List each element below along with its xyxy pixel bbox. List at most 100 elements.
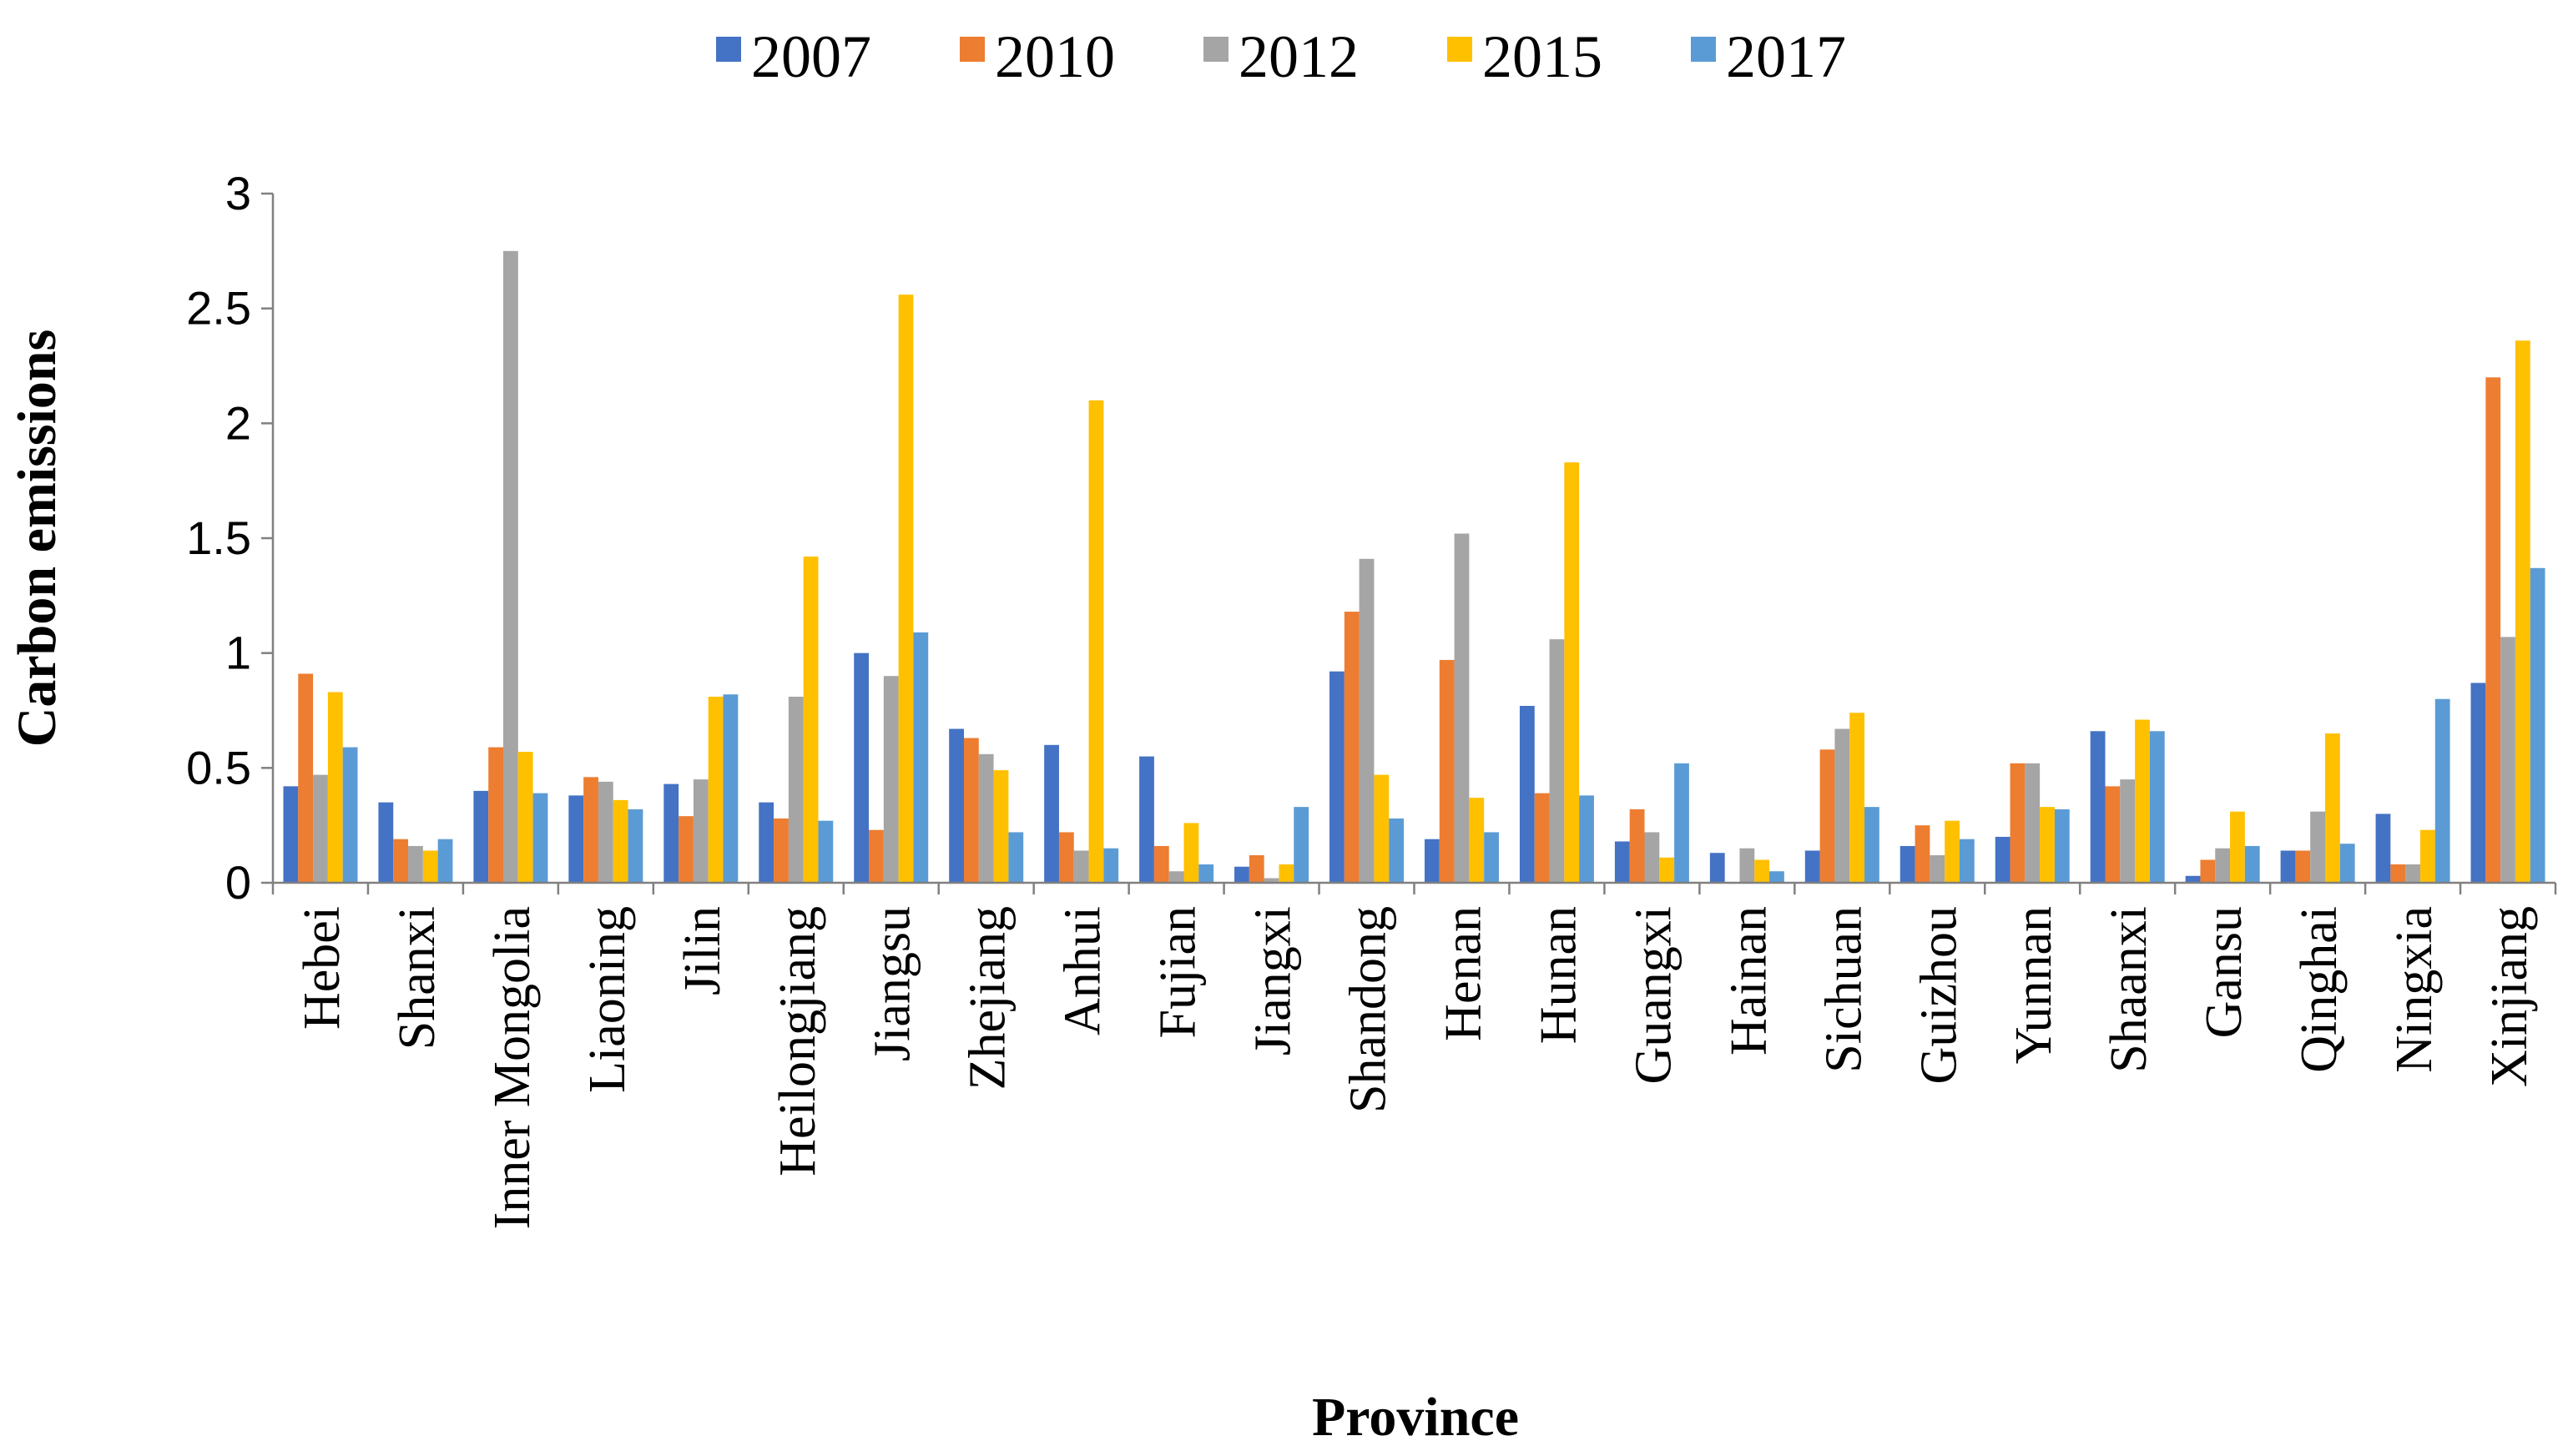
bar-hebei-2015 <box>327 692 343 883</box>
bar-yunnan-2017 <box>2054 809 2070 883</box>
bar-zhejiang-2017 <box>1008 832 1024 883</box>
bar-anhui-2017 <box>1103 848 1119 883</box>
bar-inner-mongolia-2012 <box>503 250 518 884</box>
legend-swatch-2015 <box>1447 37 1472 62</box>
bar-henan-2015 <box>1469 798 1485 883</box>
bar-xinjiang-2010 <box>2485 377 2501 883</box>
x-axis-ticks: Hebei Shanxi Inner Mongolia Liaoning Jilin He… <box>294 906 2538 1229</box>
bar-xinjiang-2015 <box>2515 340 2530 884</box>
x-tick-label: Jiangxi <box>1245 906 1302 1055</box>
x-tick-label: Inner Mongolia <box>484 906 541 1229</box>
x-tick-label: Shanxi <box>389 906 446 1050</box>
x-tick-label: Liaoning <box>579 906 636 1093</box>
bar-gansu-2012 <box>2215 848 2231 883</box>
y-tick-label: 3 <box>225 167 251 219</box>
bar-fujian-2010 <box>1153 845 1169 883</box>
x-tick-label: Yunnan <box>2005 906 2062 1064</box>
y-axis-title: Carbon emissions <box>7 330 68 748</box>
bar-ningxia-2010 <box>2390 864 2406 883</box>
legend-swatch-2017 <box>1691 37 1716 62</box>
x-tick-label: Zhejiang <box>960 906 1017 1090</box>
bar-sichuan-2015 <box>1849 713 1865 883</box>
bar-jiangxi-2012 <box>1264 878 1279 883</box>
bar-jilin-2007 <box>663 783 679 883</box>
x-tick-label: Qinghai <box>2291 906 2348 1073</box>
bar-henan-2007 <box>1424 839 1440 883</box>
bar-fujian-2007 <box>1139 756 1154 883</box>
bar-anhui-2010 <box>1058 832 1074 883</box>
bar-jiangxi-2017 <box>1294 807 1309 883</box>
bar-shanxi-2012 <box>408 845 423 883</box>
bar-ningxia-2012 <box>2405 864 2420 883</box>
y-tick-label: 1.5 <box>186 511 251 564</box>
bar-inner-mongolia-2010 <box>488 747 503 883</box>
bar-heilongjiang-2007 <box>759 802 774 883</box>
bar-qinghai-2017 <box>2339 844 2355 883</box>
bars <box>283 250 2545 884</box>
x-tick-label: Fujian <box>1150 906 1207 1038</box>
bar-guizhou-2017 <box>1959 839 1975 883</box>
legend-label-2015: 2015 <box>1482 23 1602 90</box>
bar-shaanxi-2017 <box>2149 731 2165 883</box>
bar-hunan-2017 <box>1579 795 1594 883</box>
bar-anhui-2007 <box>1044 744 1059 883</box>
bar-yunnan-2007 <box>1995 836 2011 883</box>
bar-hunan-2010 <box>1534 793 1550 883</box>
bar-hebei-2007 <box>283 786 299 883</box>
bar-guizhou-2007 <box>1900 845 1915 883</box>
bar-qinghai-2012 <box>2310 811 2325 883</box>
bar-anhui-2015 <box>1088 400 1104 883</box>
bar-guangxi-2017 <box>1674 763 1689 883</box>
bar-liaoning-2017 <box>628 809 643 883</box>
bar-liaoning-2010 <box>583 777 598 883</box>
bar-yunnan-2015 <box>2040 807 2055 883</box>
bar-xinjiang-2012 <box>2500 637 2515 883</box>
bar-zhejiang-2007 <box>949 728 964 883</box>
bar-jiangxi-2007 <box>1234 866 1249 883</box>
bar-hainan-2015 <box>1754 859 1770 883</box>
y-tick-label: 2 <box>225 396 251 449</box>
bar-hunan-2015 <box>1564 462 1580 883</box>
y-tick-label: 1 <box>225 627 251 679</box>
bar-jilin-2015 <box>708 696 724 883</box>
x-axis-title: Province <box>1312 1387 1519 1448</box>
bar-inner-mongolia-2017 <box>532 793 548 883</box>
legend-label-2017: 2017 <box>1726 23 1846 90</box>
x-tick-label: Hebei <box>294 906 351 1030</box>
bar-jilin-2010 <box>679 816 694 883</box>
bar-shanxi-2007 <box>378 802 394 883</box>
x-tick-label: Shandong <box>1340 906 1397 1113</box>
bar-qinghai-2010 <box>2295 850 2311 883</box>
bar-shandong-2007 <box>1329 671 1345 883</box>
y-tick-label: 0 <box>225 856 251 909</box>
bar-jilin-2017 <box>723 694 739 883</box>
bar-zhejiang-2015 <box>993 770 1009 883</box>
x-tick-label: Anhui <box>1055 906 1112 1035</box>
bar-hunan-2007 <box>1519 705 1535 883</box>
bar-inner-mongolia-2007 <box>473 790 489 883</box>
bar-shandong-2010 <box>1344 612 1360 883</box>
bar-hainan-2017 <box>1769 871 1784 883</box>
bar-shaanxi-2012 <box>2120 779 2136 883</box>
bar-ningxia-2007 <box>2375 814 2391 883</box>
bar-fujian-2012 <box>1168 871 1184 883</box>
bar-hebei-2012 <box>313 774 328 883</box>
bar-jiangxi-2015 <box>1279 864 1294 883</box>
bar-jiangsu-2012 <box>883 676 899 883</box>
x-tick-label: Shaanxi <box>2101 906 2157 1073</box>
bar-henan-2017 <box>1484 832 1499 883</box>
bar-yunnan-2010 <box>2010 763 2026 883</box>
bar-shandong-2017 <box>1389 818 1405 883</box>
bar-qinghai-2015 <box>2325 733 2340 883</box>
x-tick-label: Guizhou <box>1910 906 1967 1085</box>
x-tick-label: Jilin <box>674 906 731 995</box>
bar-xinjiang-2007 <box>2470 683 2486 883</box>
bar-gansu-2010 <box>2200 859 2216 883</box>
bar-henan-2012 <box>1454 533 1470 883</box>
bar-xinjiang-2017 <box>2530 567 2545 883</box>
bar-sichuan-2012 <box>1834 728 1850 883</box>
x-tick-label: Hainan <box>1720 906 1777 1055</box>
y-tick-label: 0.5 <box>186 741 251 793</box>
